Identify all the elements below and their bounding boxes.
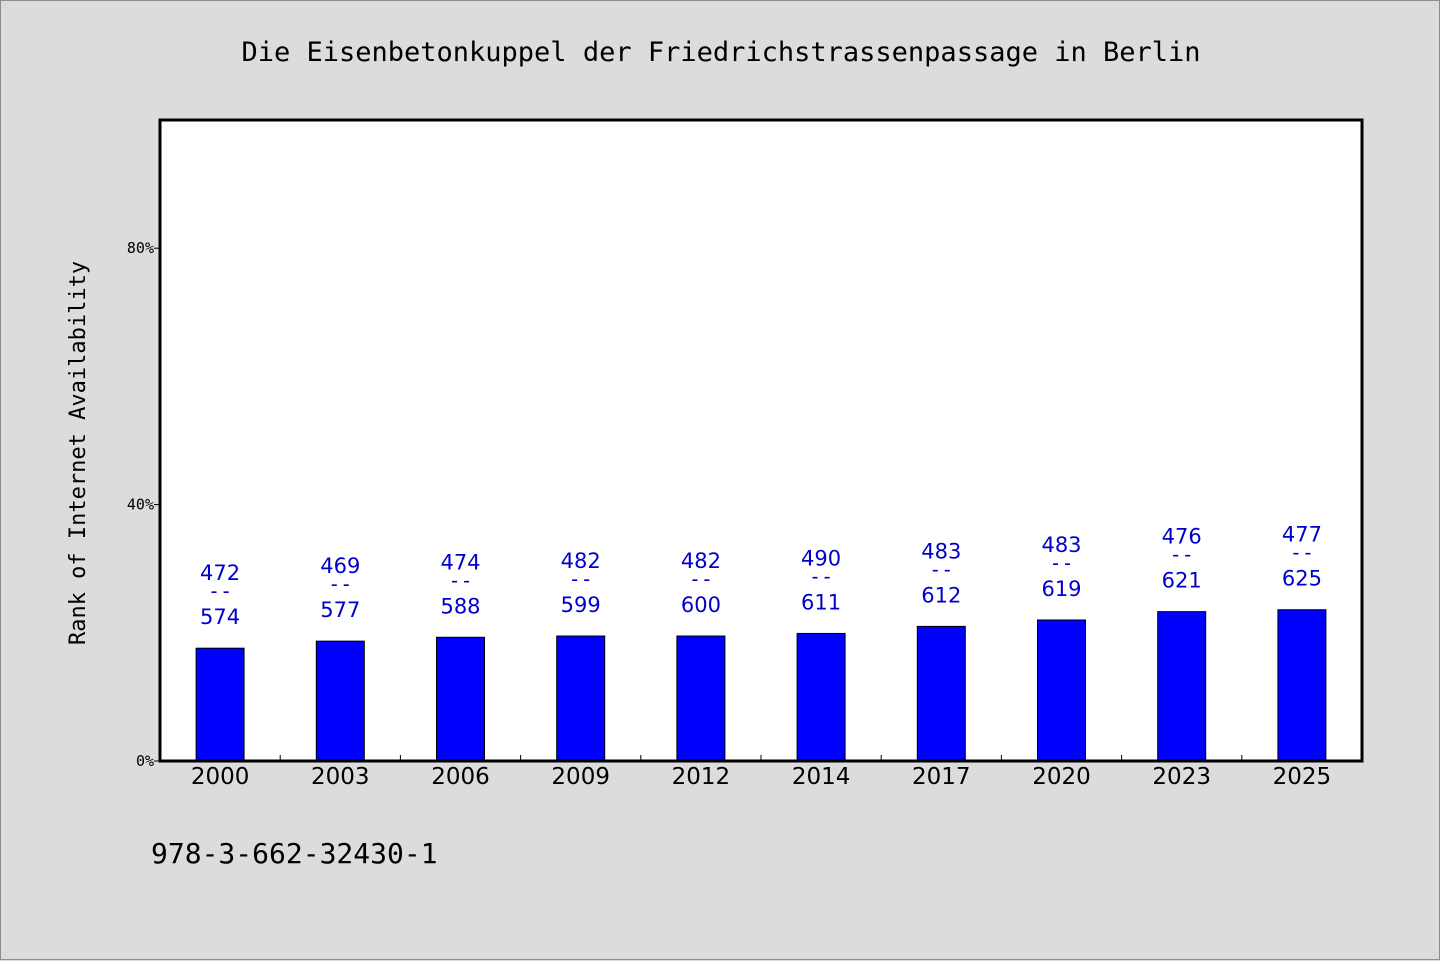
data-label-bottom-2020: 619 [1041, 577, 1081, 601]
data-label-separator-2000: -- [208, 579, 232, 603]
x-tick-label-2003: 2003 [311, 764, 370, 790]
data-label-top-2020: 483 [1041, 533, 1081, 557]
x-tick-label-2000: 2000 [191, 764, 250, 790]
y-axis: 0% 40% 80% [127, 239, 160, 770]
isbn-footer: 978-3-662-32430-1 [151, 837, 438, 870]
bar-2012 [676, 635, 726, 762]
data-label-top-2009: 482 [561, 549, 601, 573]
bar-2014 [796, 632, 846, 762]
chart-title: Die Eisenbetonkuppel der Friedrichstrass… [241, 37, 1200, 68]
data-label-bottom-2014: 611 [801, 590, 841, 614]
bar-2009 [556, 635, 606, 762]
data-label-separator-2023: -- [1170, 543, 1194, 567]
bar-2006 [436, 636, 485, 762]
data-label-top-2014: 490 [801, 546, 841, 570]
data-label-bottom-2003: 577 [320, 598, 360, 622]
plot-border [158, 118, 1364, 763]
data-label-top-2012: 482 [681, 549, 721, 573]
x-tick-label-2017: 2017 [912, 764, 971, 790]
bar-2000 [195, 647, 245, 762]
data-label-separator-2017: -- [929, 557, 953, 581]
data-label-bottom-2017: 612 [921, 583, 961, 607]
data-label-bottom-2000: 574 [200, 605, 240, 629]
bar-2020 [1037, 619, 1086, 762]
data-label-bottom-2006: 588 [440, 594, 480, 618]
y-tick-label: 40% [127, 496, 154, 514]
data-label-separator-2006: -- [448, 568, 472, 592]
data-label-separator-2020: -- [1049, 551, 1073, 575]
data-label-top-2000: 472 [200, 561, 240, 585]
data-label-bottom-2025: 625 [1282, 567, 1322, 591]
data-label-separator-2003: -- [328, 572, 352, 596]
data-label-separator-2014: -- [809, 564, 833, 588]
bar-2017 [916, 625, 966, 762]
data-label-top-2006: 474 [440, 550, 480, 574]
x-tick-label-2006: 2006 [431, 764, 490, 790]
data-label-bottom-2023: 621 [1162, 569, 1202, 593]
x-tick-label-2020: 2020 [1032, 764, 1091, 790]
data-label-separator-2009: -- [569, 567, 593, 591]
x-axis: 2000 2003 2006 2009 2012 2014 2017 2020 2023 2025 [191, 755, 1331, 790]
data-label-separator-2012: -- [689, 567, 713, 591]
data-label-top-2025: 477 [1282, 523, 1322, 547]
x-tick-label-2009: 2009 [551, 764, 610, 790]
x-tick-label-2023: 2023 [1152, 764, 1211, 790]
y-axis-label: Rank of Internet Availability [66, 261, 91, 645]
bars-group [195, 609, 1327, 762]
data-label-separator-2025: -- [1290, 541, 1314, 565]
x-tick-label-2025: 2025 [1273, 764, 1332, 790]
data-labels-group: 472--574469--577474--588482--599482--600… [200, 523, 1322, 629]
data-label-top-2023: 476 [1162, 525, 1202, 549]
data-label-top-2017: 483 [921, 539, 961, 563]
bar-2025 [1277, 609, 1327, 762]
data-label-bottom-2009: 599 [561, 593, 601, 617]
y-tick-label: 0% [136, 752, 154, 770]
y-tick-label: 80% [127, 239, 154, 257]
bar-2003 [315, 640, 365, 762]
bar-2023 [1157, 611, 1207, 762]
x-tick-label-2014: 2014 [792, 764, 851, 790]
data-label-top-2003: 469 [320, 554, 360, 578]
x-tick-label-2012: 2012 [672, 764, 731, 790]
data-label-bottom-2012: 600 [681, 593, 721, 617]
